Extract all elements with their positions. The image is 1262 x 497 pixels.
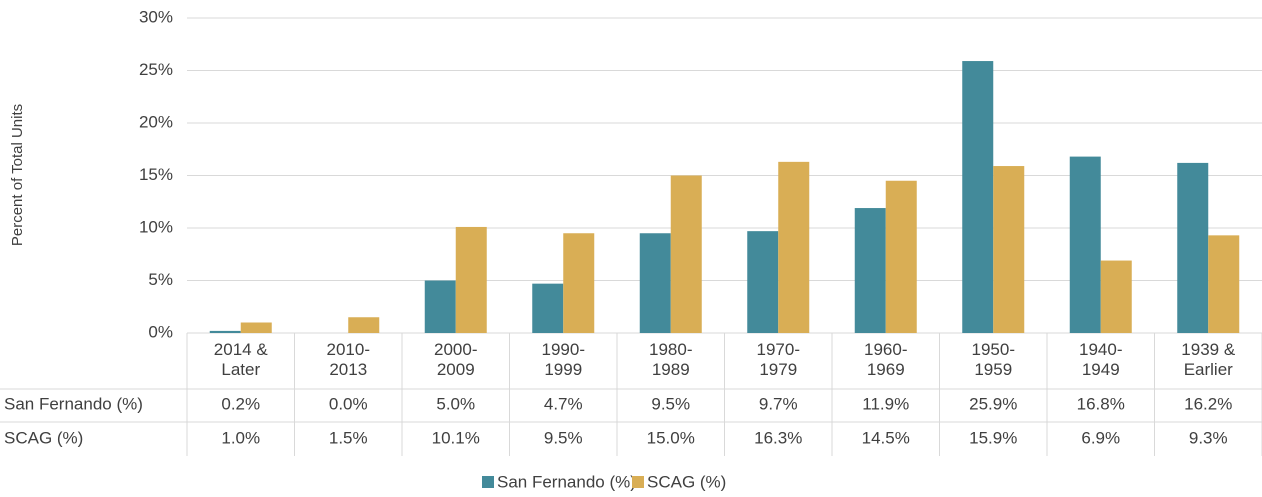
bar [1100, 260, 1132, 333]
x-tick-label: 1940-1949 [1079, 340, 1123, 379]
bar [240, 322, 272, 333]
x-tick-label: 2000-2009 [434, 340, 478, 379]
table-cell: 15.0% [647, 428, 695, 447]
y-axis-label: Percent of Total Units [9, 104, 26, 246]
table-cell: 4.7% [544, 394, 583, 413]
y-tick-label: 10% [139, 217, 173, 236]
table-cell: 15.9% [969, 428, 1017, 447]
table-cell: 5.0% [436, 394, 475, 413]
x-tick-label: 1939 & Earlier [1181, 340, 1236, 379]
y-tick-label: 20% [139, 112, 173, 131]
x-tick-label: 1970-1979 [756, 340, 800, 379]
table-cell: 14.5% [862, 428, 910, 447]
table-cell: 0.0% [329, 394, 368, 413]
bar [1069, 156, 1101, 333]
table-row-label: San Fernando (%) [4, 394, 143, 413]
x-tick-label: 1950-1959 [971, 340, 1015, 379]
bar [209, 330, 241, 333]
x-tick-label: 2010-2013 [326, 340, 370, 379]
table-cell: 0.2% [221, 394, 260, 413]
x-tick-label: 1960-1969 [864, 340, 908, 379]
bar [962, 61, 994, 334]
table-cell: 9.5% [544, 428, 583, 447]
table-cell: 1.0% [221, 428, 260, 447]
legend-label: SCAG (%) [647, 472, 726, 491]
bar [854, 208, 886, 333]
bar [670, 175, 702, 333]
y-tick-label: 0% [148, 322, 173, 341]
x-tick-label: 2014 & Later [213, 340, 268, 379]
bar [424, 280, 456, 333]
bar [1177, 162, 1209, 333]
table-cell: 9.3% [1189, 428, 1228, 447]
table-row-label: SCAG (%) [4, 428, 83, 447]
y-tick-label: 15% [139, 165, 173, 184]
table-cell: 10.1% [432, 428, 480, 447]
bar [532, 283, 564, 333]
legend-swatch [482, 476, 494, 488]
bar [639, 233, 671, 333]
table-cell: 16.3% [754, 428, 802, 447]
bar [747, 231, 779, 333]
bar [993, 166, 1025, 333]
table-cell: 6.9% [1081, 428, 1120, 447]
legend-label: San Fernando (%) [497, 472, 636, 491]
x-tick-label: 1990-1999 [541, 340, 585, 379]
table-cell: 9.5% [651, 394, 690, 413]
table-cell: 25.9% [969, 394, 1017, 413]
table-cell: 16.2% [1184, 394, 1232, 413]
y-tick-label: 5% [148, 270, 173, 289]
legend-swatch [632, 476, 644, 488]
x-tick-label: 1980-1989 [649, 340, 693, 379]
table-cell: 9.7% [759, 394, 798, 413]
bar [563, 233, 595, 333]
y-tick-label: 25% [139, 60, 173, 79]
bar [348, 317, 380, 333]
bar [778, 161, 810, 333]
bar [455, 226, 487, 333]
table-cell: 1.5% [329, 428, 368, 447]
bar [885, 180, 917, 333]
table-cell: 16.8% [1077, 394, 1125, 413]
bar [1208, 235, 1240, 333]
y-tick-label: 30% [139, 7, 173, 26]
table-cell: 11.9% [862, 394, 909, 413]
